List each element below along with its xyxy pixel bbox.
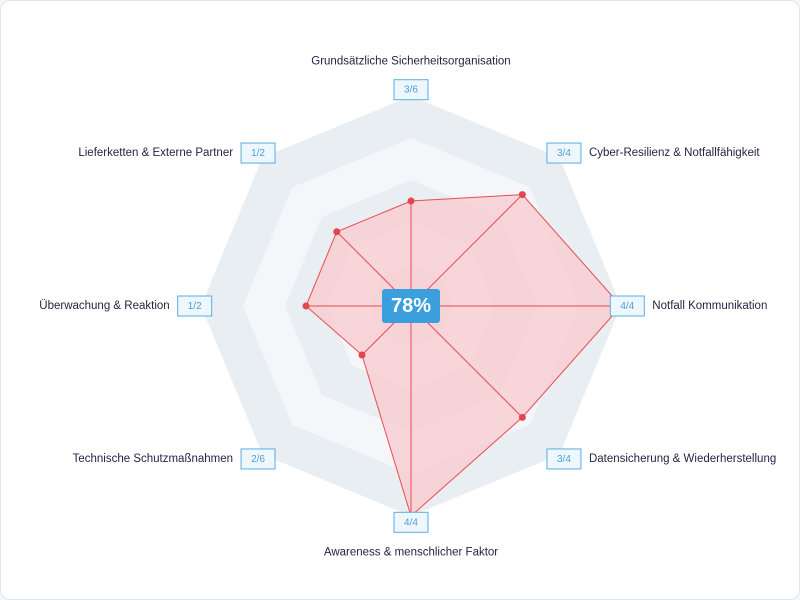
axis-spoke	[410, 194, 523, 307]
score-badge-box	[546, 448, 582, 470]
score-badge-text: 4/4	[404, 517, 418, 528]
score-badge-box	[609, 295, 645, 317]
axis-spoke	[410, 305, 523, 418]
score-badge: 4/4	[393, 511, 429, 533]
score-badge-text: 2/6	[251, 454, 265, 465]
score-badge-box	[177, 295, 213, 317]
radar-axis-labels: Grundsätzliche Sicherheitsorganisation Cy…	[39, 56, 776, 559]
score-badge: 1/2	[240, 142, 276, 164]
data-point	[518, 191, 526, 199]
score-badge-text: 3/4	[557, 454, 571, 465]
score-badge: 3/4	[546, 142, 582, 164]
score-badge-box	[393, 79, 429, 101]
score-badge-box	[546, 142, 582, 164]
score-badge: 2/6	[240, 448, 276, 470]
axis-label: Überwachung & Reaktion	[39, 300, 169, 312]
score-badge-text: 4/4	[620, 301, 634, 312]
axis-label: Awareness & menschlicher Faktor	[324, 546, 498, 558]
data-point	[358, 351, 366, 359]
center-score-background	[382, 289, 440, 323]
center-score-value: 78%	[391, 295, 431, 317]
axis-label: Grundsätzliche Sicherheitsorganisation	[311, 56, 510, 68]
data-point	[302, 302, 310, 310]
axis-label: Notfall Kommunikation	[652, 300, 767, 312]
center-score-badge: 78%	[382, 289, 440, 323]
score-badge-box	[240, 142, 276, 164]
data-point	[518, 413, 526, 421]
score-badge: 3/4	[546, 448, 582, 470]
score-badge-text: 1/2	[251, 148, 265, 159]
radar-score-badges: 3/6 3/4 4/4 3/4 4/4 2/6 1/2 1/2	[177, 79, 645, 533]
axis-label: Technische Schutzmaßnahmen	[73, 453, 233, 465]
score-badge: 4/4	[609, 295, 645, 317]
axis-label: Datensicherung & Wiederherstellung	[589, 453, 776, 465]
score-badge-text: 3/4	[557, 148, 571, 159]
axis-label: Cyber-Resilienz & Notfallfähigkeit	[589, 147, 760, 159]
score-badge-box	[393, 511, 429, 533]
data-point	[407, 197, 415, 205]
data-point	[333, 228, 341, 236]
score-badge-text: 1/2	[188, 301, 202, 312]
score-badge-text: 3/6	[404, 85, 418, 96]
score-badge-box	[240, 448, 276, 470]
axis-label: Lieferketten & Externe Partner	[78, 147, 233, 159]
score-badge: 3/6	[393, 79, 429, 101]
score-badge: 1/2	[177, 295, 213, 317]
